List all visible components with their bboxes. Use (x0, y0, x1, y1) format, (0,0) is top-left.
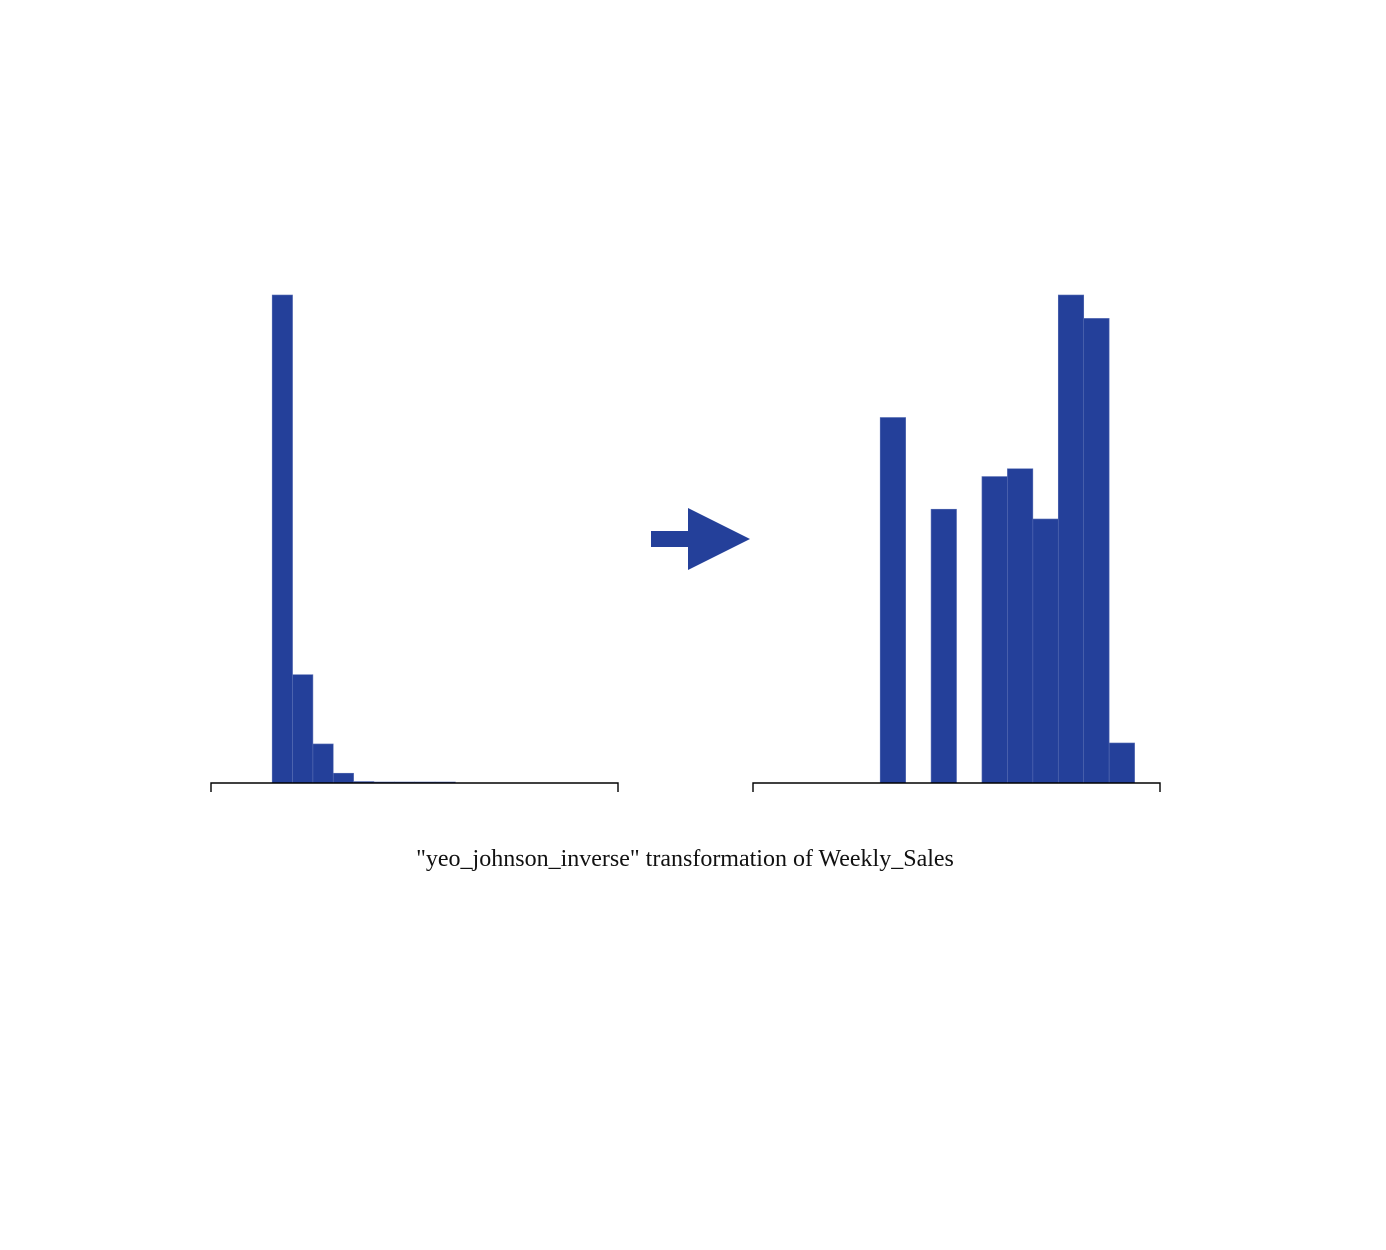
right-arrow-icon (651, 508, 750, 570)
transformed-histogram-panel (752, 294, 1161, 792)
original-x-axis (210, 782, 619, 792)
transformed-bar-11 (1032, 518, 1059, 784)
transformed-bar-9 (981, 476, 1008, 784)
transformed-bar-5 (879, 417, 906, 784)
transformed-bar-14 (1108, 742, 1135, 784)
chart-caption: "yeo_johnson_inverse" transformation of … (416, 846, 954, 872)
original-bar-4 (312, 743, 334, 784)
transformed-x-axis (752, 782, 1161, 792)
original-bar-2 (271, 294, 293, 784)
original-bar-3 (292, 674, 314, 784)
original-histogram-panel (210, 294, 619, 792)
transformed-bar-10 (1007, 468, 1034, 784)
transformed-bar-13 (1083, 318, 1110, 784)
transformed-bar-7 (930, 508, 957, 784)
original-bar-5 (332, 772, 354, 784)
transformed-bar-12 (1057, 294, 1085, 784)
